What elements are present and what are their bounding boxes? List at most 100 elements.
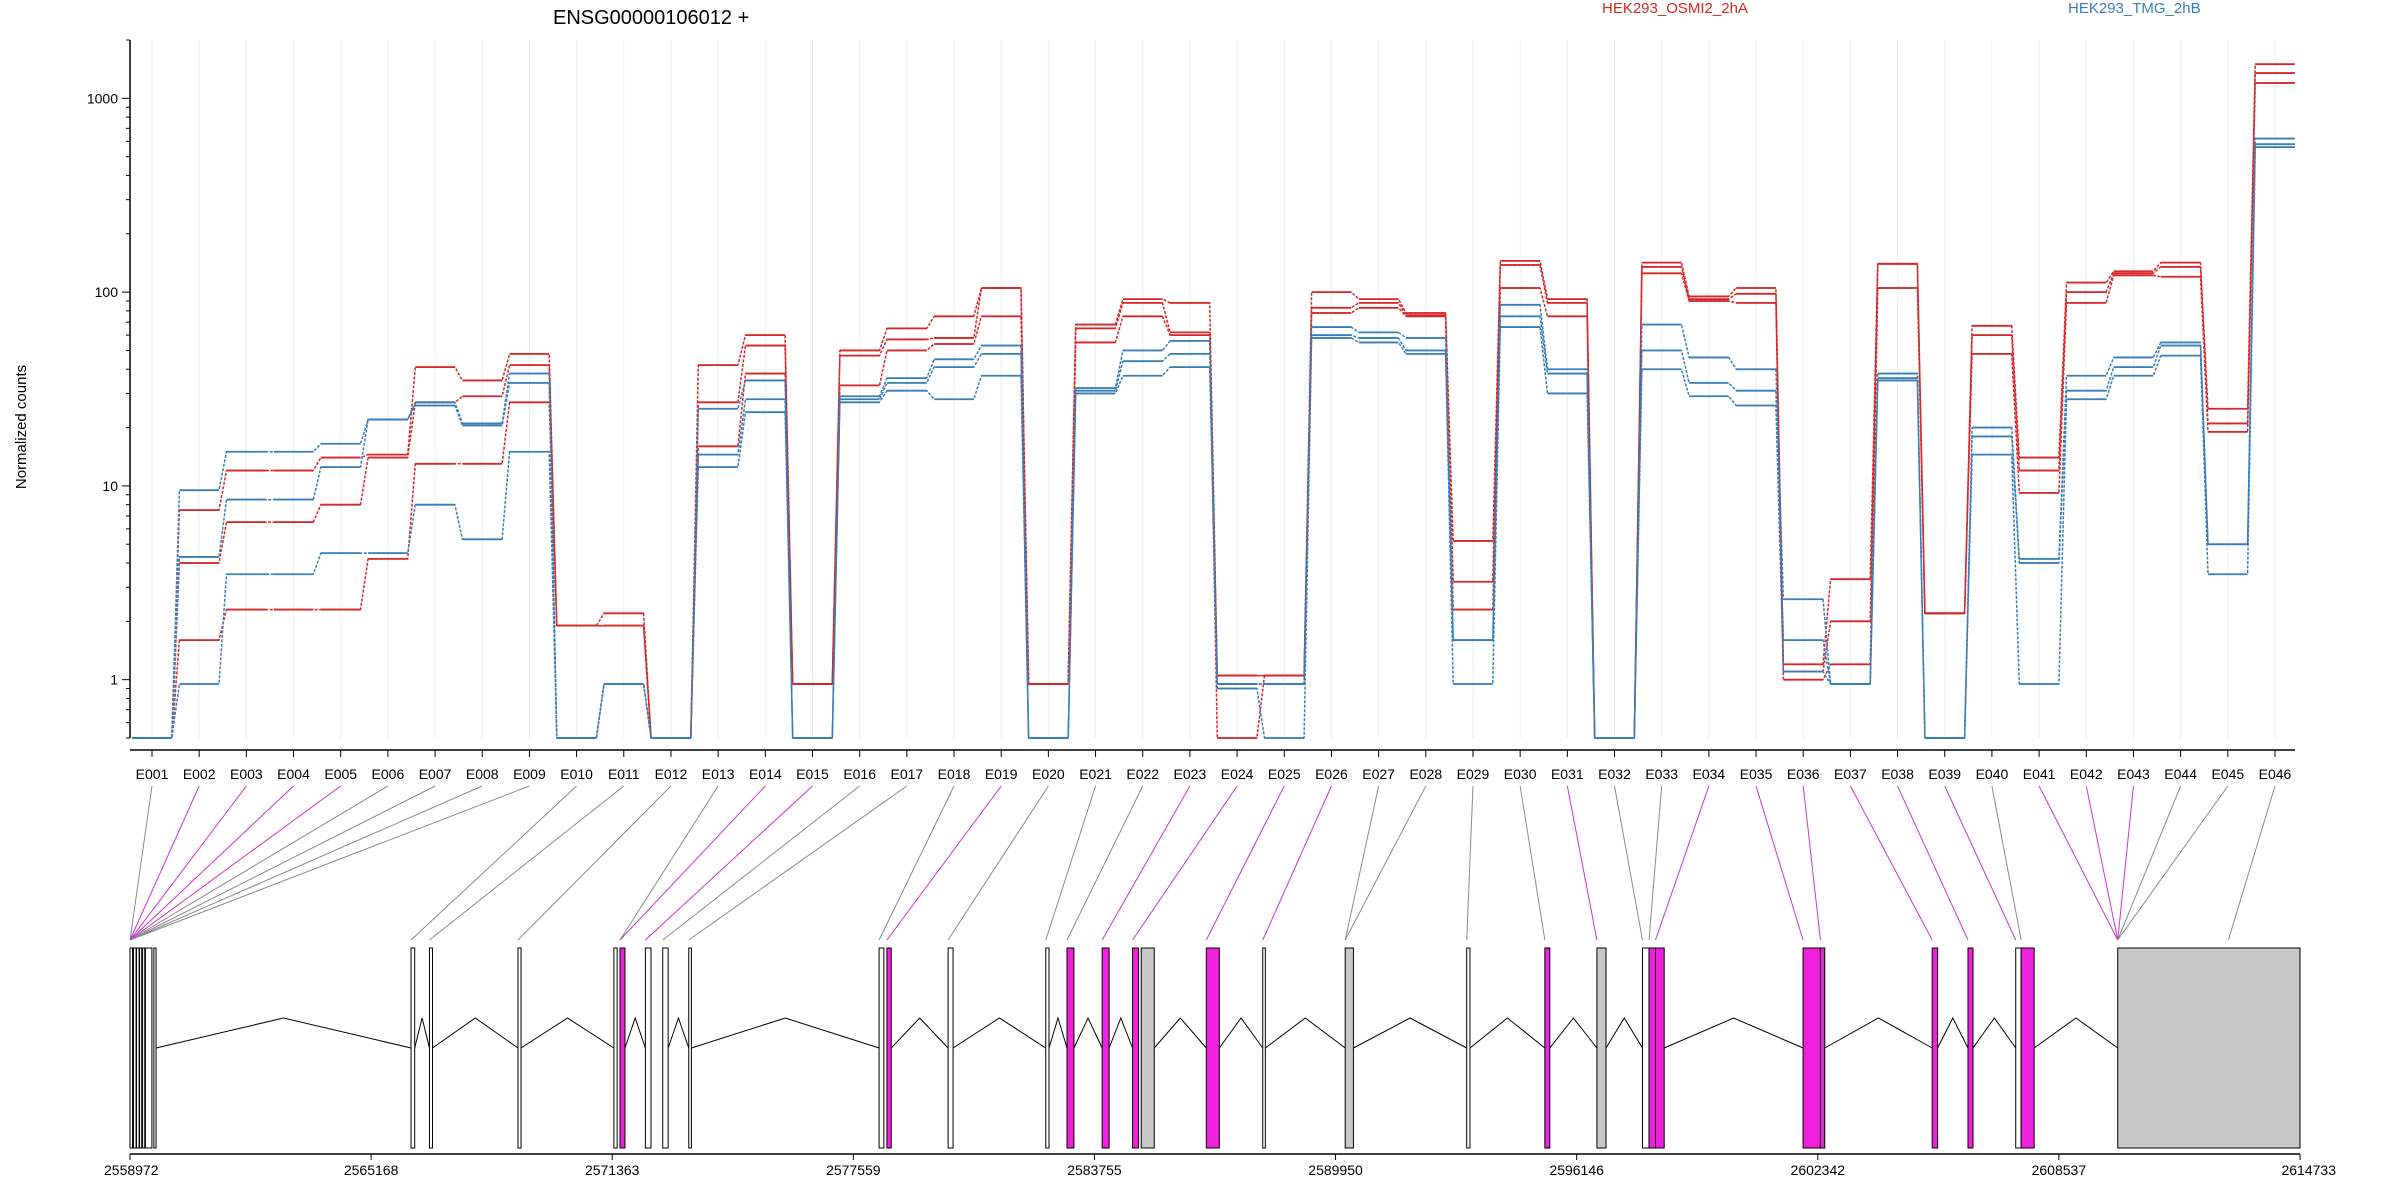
connector-E025 — [1205, 785, 1285, 941]
connector-E001 — [129, 785, 153, 941]
connector-E029 — [1466, 785, 1474, 941]
x-tick-label-E013: E013 — [702, 766, 735, 782]
connector-E006 — [129, 785, 389, 941]
gene-model — [129, 947, 2301, 1149]
exon-block — [139, 947, 143, 1149]
connector-E002 — [129, 785, 200, 941]
intron — [1265, 1017, 1346, 1049]
x-tick-label-E026: E026 — [1315, 766, 1348, 782]
exon-block — [1544, 947, 1551, 1149]
intron — [624, 1016, 646, 1049]
intron — [1353, 1017, 1467, 1049]
connector-E043 — [2117, 785, 2134, 941]
intron — [1218, 1017, 1264, 1049]
x-tick-label-E042: E042 — [2070, 766, 2103, 782]
intron — [1663, 1017, 1804, 1049]
intron — [890, 1017, 949, 1049]
connector-E037 — [1849, 785, 1933, 941]
connector-E013 — [619, 785, 719, 941]
exon-block — [1466, 947, 1471, 1149]
intron — [1153, 1017, 1207, 1049]
exon-block — [2117, 947, 2301, 1149]
coord-tick-label: 2589950 — [1308, 1162, 1363, 1178]
x-tick-label-E008: E008 — [466, 766, 499, 782]
coord-tick-label: 2608537 — [2032, 1162, 2087, 1178]
connector-E004 — [129, 785, 294, 941]
connector-E031 — [1566, 785, 1598, 941]
x-tick-label-E004: E004 — [277, 766, 310, 782]
exon-block — [1205, 947, 1220, 1149]
x-tick-label-E006: E006 — [372, 766, 405, 782]
exon-block — [1802, 947, 1821, 1149]
connector-E042 — [2085, 785, 2119, 941]
series-line — [132, 146, 2295, 739]
exon-block — [1819, 947, 1826, 1149]
connector-E014 — [619, 785, 766, 941]
connector-E008 — [129, 785, 483, 941]
series-line — [132, 143, 2295, 739]
exon-block — [1931, 947, 1939, 1149]
x-tick-label-E011: E011 — [608, 766, 640, 782]
connector-E028 — [1344, 785, 1427, 941]
genomic-coordinate-axis: 2558972 2565168 2571363 2577559 2583755 25899… — [104, 1153, 2336, 1178]
coord-tick-label: 2565168 — [344, 1162, 399, 1178]
exon-block — [1596, 947, 1607, 1149]
connector-E011 — [429, 785, 625, 941]
intron — [1108, 1016, 1134, 1049]
connector-E010 — [410, 785, 577, 941]
exon-block — [1967, 947, 1974, 1149]
x-tick-label-E033: E033 — [1645, 766, 1678, 782]
intron — [691, 1017, 880, 1049]
x-tick-label-E015: E015 — [796, 766, 829, 782]
legend-entry-osmi2: HEK293_OSMI2_2hA — [1602, 0, 1748, 17]
x-tick-label-E030: E030 — [1504, 766, 1537, 782]
x-tick-label-E001: E001 — [136, 766, 169, 782]
coord-tick-label: 2596146 — [1549, 1162, 1604, 1178]
intron — [414, 1017, 430, 1049]
connector-E035 — [1755, 785, 1804, 941]
exon-block — [662, 947, 669, 1149]
x-tick-label-E028: E028 — [1409, 766, 1442, 782]
x-tick-label-E024: E024 — [1221, 766, 1254, 782]
connector-E034 — [1655, 785, 1710, 941]
x-tick-label-E025: E025 — [1268, 766, 1301, 782]
connector-E032 — [1614, 785, 1643, 941]
x-tick-label-E014: E014 — [749, 766, 782, 782]
intron — [1972, 1017, 2017, 1049]
intron — [155, 1017, 412, 1049]
connector-E046 — [2227, 785, 2276, 941]
y-axis: 1 10 100 1000 — [87, 39, 131, 739]
x-tick-label-E044: E044 — [2164, 766, 2197, 782]
intron — [1048, 1016, 1068, 1049]
connector-E012 — [517, 785, 672, 941]
connector-E017 — [688, 785, 908, 941]
exon-block — [619, 947, 626, 1149]
y-axis-label: Normalized counts — [13, 365, 30, 489]
exon-block — [878, 947, 885, 1149]
intron — [667, 1016, 690, 1049]
x-tick-label-E031: E031 — [1551, 766, 1584, 782]
x-tick-label-E016: E016 — [843, 766, 876, 782]
intron — [1469, 1017, 1546, 1049]
x-tick-label-E003: E003 — [230, 766, 263, 782]
exon-block — [132, 947, 137, 1149]
x-tick-label-E040: E040 — [1976, 766, 2009, 782]
exon-block — [1066, 947, 1075, 1149]
exon-block — [2015, 947, 2022, 1149]
coord-tick-label: 2571363 — [585, 1162, 640, 1178]
connector-E015 — [645, 785, 813, 941]
connector-E036 — [1802, 785, 1821, 941]
x-tick-label-E023: E023 — [1174, 766, 1207, 782]
x-tick-label-E034: E034 — [1693, 766, 1726, 782]
exon-block — [1045, 947, 1050, 1149]
exon-block — [144, 947, 153, 1149]
x-tick-label-E046: E046 — [2259, 766, 2292, 782]
x-tick-label-E027: E027 — [1362, 766, 1395, 782]
x-tick-label-E002: E002 — [183, 766, 216, 782]
connector-E021 — [1045, 785, 1097, 941]
y-tick-label: 1 — [110, 672, 118, 688]
exon-block — [886, 947, 892, 1149]
intron — [1073, 1016, 1103, 1049]
connector-E024 — [1132, 785, 1238, 941]
